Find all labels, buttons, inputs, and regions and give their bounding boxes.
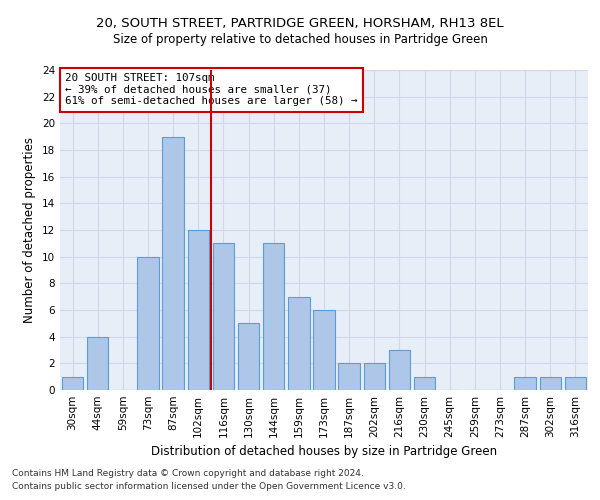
- Bar: [62, 376, 83, 390]
- Text: Contains public sector information licensed under the Open Government Licence v3: Contains public sector information licen…: [12, 482, 406, 491]
- Bar: [238, 324, 259, 390]
- Bar: [288, 296, 310, 390]
- Text: 20, SOUTH STREET, PARTRIDGE GREEN, HORSHAM, RH13 8EL: 20, SOUTH STREET, PARTRIDGE GREEN, HORSH…: [96, 18, 504, 30]
- Bar: [313, 310, 335, 390]
- X-axis label: Distribution of detached houses by size in Partridge Green: Distribution of detached houses by size …: [151, 446, 497, 458]
- Bar: [364, 364, 385, 390]
- Bar: [188, 230, 209, 390]
- Bar: [137, 256, 158, 390]
- Bar: [414, 376, 435, 390]
- Bar: [565, 376, 586, 390]
- Bar: [389, 350, 410, 390]
- Text: Size of property relative to detached houses in Partridge Green: Size of property relative to detached ho…: [113, 32, 487, 46]
- Bar: [213, 244, 234, 390]
- Y-axis label: Number of detached properties: Number of detached properties: [23, 137, 37, 323]
- Bar: [514, 376, 536, 390]
- Bar: [163, 136, 184, 390]
- Bar: [338, 364, 360, 390]
- Bar: [263, 244, 284, 390]
- Bar: [87, 336, 109, 390]
- Bar: [539, 376, 561, 390]
- Text: 20 SOUTH STREET: 107sqm
← 39% of detached houses are smaller (37)
61% of semi-de: 20 SOUTH STREET: 107sqm ← 39% of detache…: [65, 73, 358, 106]
- Text: Contains HM Land Registry data © Crown copyright and database right 2024.: Contains HM Land Registry data © Crown c…: [12, 468, 364, 477]
